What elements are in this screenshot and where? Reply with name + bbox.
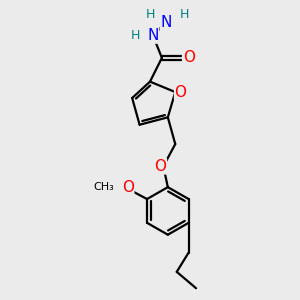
- Text: H: H: [130, 29, 140, 42]
- Text: H: H: [179, 8, 189, 21]
- Text: O: O: [154, 159, 166, 174]
- Text: O: O: [183, 50, 195, 65]
- Text: CH₃: CH₃: [94, 182, 114, 192]
- Text: N: N: [161, 15, 172, 30]
- Text: O: O: [122, 180, 134, 195]
- Text: H: H: [145, 8, 155, 21]
- Text: O: O: [175, 85, 187, 100]
- Text: N: N: [147, 28, 159, 43]
